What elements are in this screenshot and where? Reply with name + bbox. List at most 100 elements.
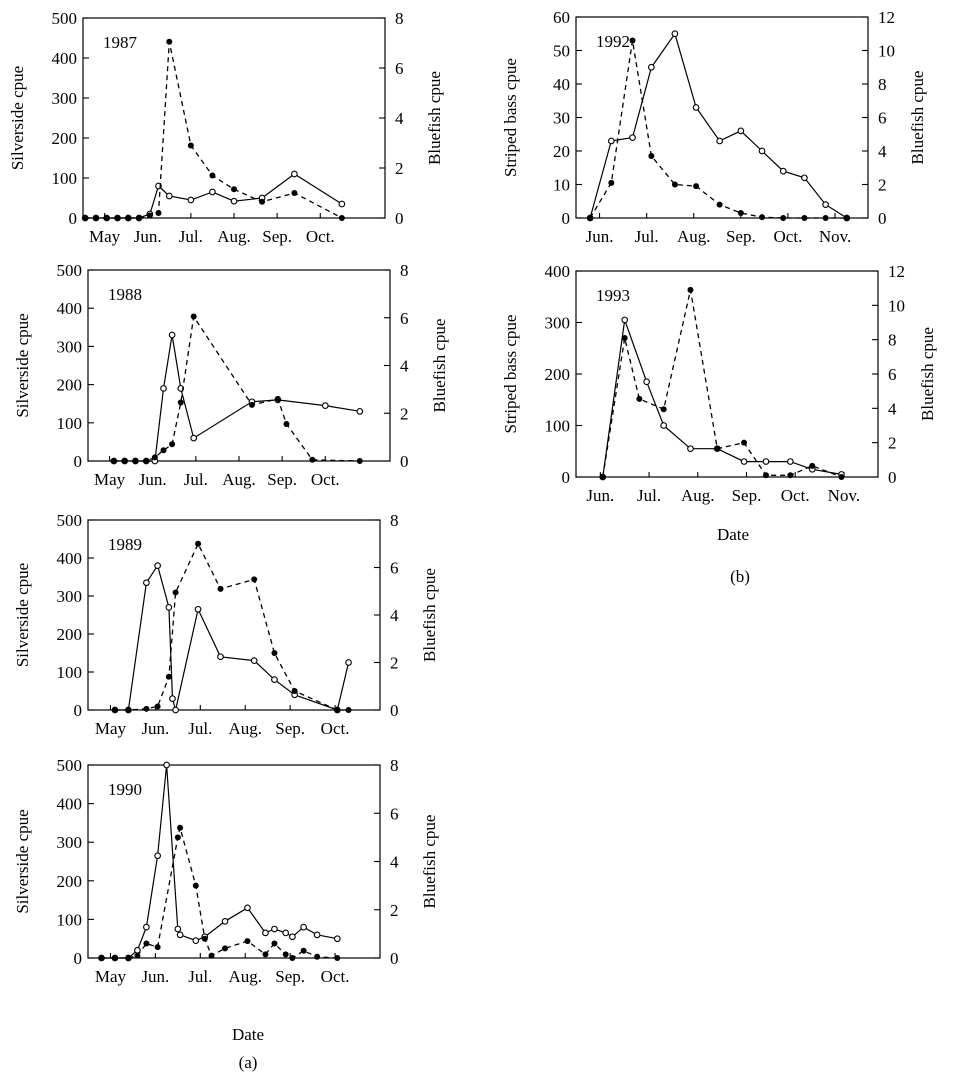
p1993-xtick-label: Nov. (828, 486, 860, 505)
p1987-primary-point (165, 192, 173, 200)
p1990-bluefish-point (208, 952, 215, 959)
p1993-y2tick-label: 12 (888, 262, 905, 281)
p1990-primary-point (176, 931, 184, 939)
p1989-bluefish-point (125, 707, 132, 713)
p1988-primary-point (190, 434, 198, 442)
p1988-xtick-label: Jun. (139, 470, 167, 489)
p1992-bluefish-point (801, 215, 808, 221)
p1992-bluefish-point (671, 181, 678, 188)
p1990-xtick-label: May (95, 967, 127, 986)
p1993-bluefish-line (602, 289, 842, 478)
p1993-primary-point (621, 316, 629, 324)
p1988-bluefish-point (160, 447, 167, 454)
p1989-xtick-label: Aug. (228, 719, 262, 738)
p1989-primary-point (169, 695, 176, 702)
p1992-xtick-label: Jul. (635, 227, 659, 246)
p1988-primary-point (168, 331, 176, 339)
p1989-primary-point (271, 676, 278, 683)
p1993-xtick-label: Oct. (781, 486, 810, 505)
p1990-bluefish-point (174, 834, 181, 841)
p1988-primary-point (321, 402, 329, 409)
p1990-xtick-label: Oct. (321, 967, 350, 986)
p1993-bluefish-point (762, 472, 769, 479)
p1990-xtick-label: Jul. (188, 967, 212, 986)
p1988-ytick-label: 100 (57, 414, 83, 433)
p1987-primary-point (338, 200, 346, 208)
p1993-ytick-label: 0 (562, 468, 571, 487)
p1992-primary-point (779, 167, 787, 175)
p1993-bluefish-point (838, 474, 845, 480)
p1987-bluefish-point (136, 215, 143, 221)
p1989-primary-point (217, 653, 224, 661)
p1990-bluefish-point (177, 824, 184, 831)
p1989-primary-point (172, 706, 179, 714)
p1987-bluefish-point (166, 38, 173, 45)
p1990-primary-point (221, 917, 229, 925)
p1992-ytick-label: 10 (553, 176, 570, 195)
p1990-bluefish-point (98, 955, 105, 961)
p1992-bluefish-point (648, 153, 655, 160)
p1989-bluefish-point (111, 707, 118, 713)
p1989-bluefish-line (115, 542, 349, 711)
p1993-bluefish-point (636, 395, 643, 402)
p1989-xtick-label: Jun. (141, 719, 169, 738)
p1993-ytick-label: 400 (545, 262, 571, 281)
p1992-primary-point (822, 201, 829, 208)
p1993-y2tick-label: 2 (888, 434, 897, 453)
p1989-ytick-label: 300 (57, 587, 83, 606)
p1987-bluefish-point (187, 142, 194, 149)
p1988-ytick-label: 500 (57, 261, 83, 280)
p1987-y2tick-label: 0 (395, 209, 404, 228)
p1993-ytick-label: 300 (545, 314, 571, 333)
p1987-ytick-label: 500 (52, 9, 78, 28)
p1987-bluefish-point (92, 215, 99, 221)
p1990-bluefish-point (300, 947, 307, 954)
p1988-bluefish-point (274, 395, 281, 402)
p1989-bluefish-point (154, 703, 161, 710)
p1988-year-label: 1988 (108, 285, 142, 304)
p1989-bluefish-point (195, 540, 202, 547)
p1989-ytick-label: 200 (57, 625, 83, 644)
p1988-bluefish-point (309, 456, 316, 463)
p1992-bluefish-point (843, 215, 850, 221)
p1989-ylabel-right: Bluefish cpue (420, 568, 439, 662)
p1993-bluefish-point (687, 286, 694, 293)
p1993-ytick-label: 100 (545, 417, 571, 436)
p1990-primary-point (262, 929, 269, 937)
p1993-y2tick-label: 0 (888, 468, 897, 487)
p1987-y2tick-label: 2 (395, 159, 404, 178)
p1992-bluefish-point (693, 183, 700, 190)
p1989-ytick-label: 0 (74, 701, 83, 720)
p1990-ytick-label: 0 (74, 949, 83, 968)
p1987-primary-line (85, 173, 343, 219)
p1993-bluefish-point (621, 334, 628, 341)
p1988-ylabel-right: Bluefish cpue (430, 319, 449, 413)
p1989-bluefish-point (345, 707, 352, 713)
p1987-xtick-label: Aug. (217, 227, 251, 246)
p1992-primary-point (716, 137, 723, 145)
p1992-xtick-label: Aug. (677, 227, 711, 246)
p1992-bluefish-point (629, 37, 636, 44)
p1990-primary-point (282, 929, 290, 937)
p1989-xtick-label: Jul. (188, 719, 212, 738)
p1987-bluefish-point (82, 215, 89, 221)
p1992-bluefish-point (822, 215, 829, 221)
p1987-bluefish-point (114, 215, 121, 221)
p1988-xtick-label: Sep. (267, 470, 297, 489)
p1988-primary-point (356, 407, 364, 415)
p1992-bluefish-point (737, 209, 744, 216)
p1989-primary-point (154, 562, 161, 569)
p1989-bluefish-point (165, 673, 172, 680)
xlabel-date-b: Date (717, 525, 749, 544)
p1993-bluefish-point (787, 472, 794, 479)
p1993-xtick-label: Sep. (732, 486, 762, 505)
p1988-primary-line (113, 334, 360, 462)
p1992-primary-line (589, 32, 848, 219)
p1990-year-label: 1990 (108, 780, 142, 799)
p1992-primary-point (648, 63, 655, 71)
p1992-y2tick-label: 4 (878, 142, 887, 161)
p1993-primary-point (762, 458, 770, 465)
p1987-y2tick-label: 8 (395, 9, 404, 28)
p1993-y2tick-label: 10 (888, 296, 905, 315)
